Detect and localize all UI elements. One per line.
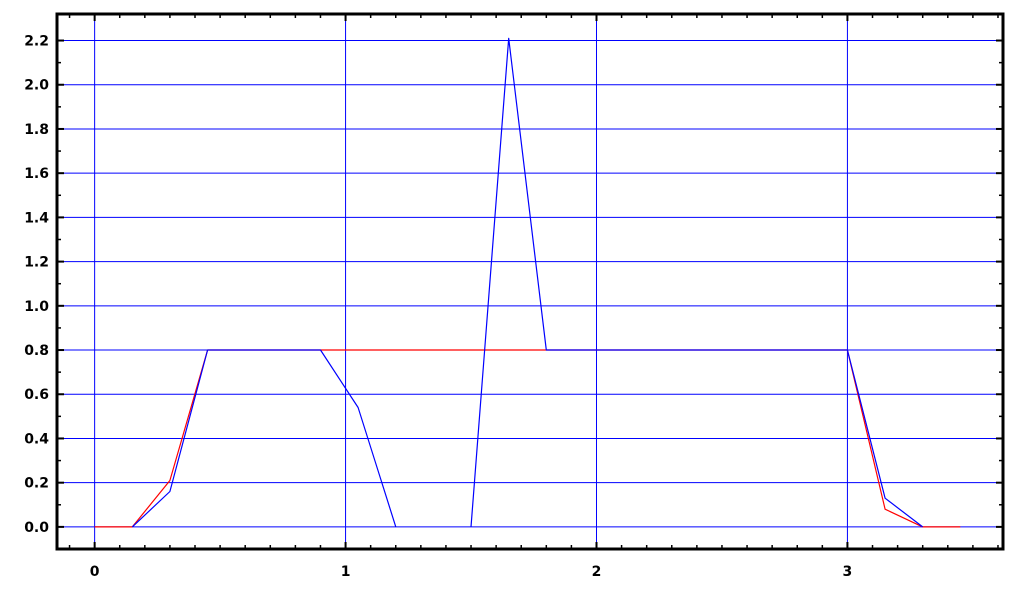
y-tick-label: 0.8 (24, 343, 49, 359)
y-tick-label: 1.4 (24, 210, 49, 226)
x-tick-label: 3 (843, 564, 853, 580)
tick-labels: 0.0 0.2 0.4 0.6 0.8 1.0 1.2 1.4 1.6 1.8 2.0 2.2 0 1 2 3 (24, 34, 852, 580)
y-tick-label: 1.6 (24, 166, 49, 182)
y-tick-label: 0.6 (24, 387, 49, 403)
y-tick-label: 0.4 (24, 431, 49, 447)
series-line-1 (94, 349, 961, 528)
y-tick-label: 0.0 (24, 520, 49, 536)
x-tick-label: 0 (90, 564, 100, 580)
y-tick-label: 2.2 (24, 34, 49, 50)
y-tick-label: 0.2 (24, 476, 49, 492)
y-tick-label: 2.0 (24, 78, 49, 94)
x-tick-label: 2 (592, 564, 602, 580)
y-tick-label: 1.8 (24, 122, 49, 138)
x-tick-label: 1 (341, 564, 351, 580)
plot-frame (55, 12, 1005, 551)
axis-ticks (57, 14, 1003, 549)
series-layer (94, 37, 961, 528)
series-line-2 (470, 37, 924, 528)
y-tick-label: 1.0 (24, 299, 49, 315)
y-tick-label: 1.2 (24, 255, 49, 271)
grid (57, 14, 1003, 549)
series-line-2 (131, 349, 397, 528)
